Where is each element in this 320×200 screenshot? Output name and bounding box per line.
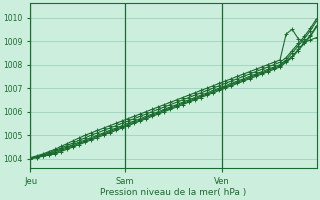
X-axis label: Pression niveau de la mer( hPa ): Pression niveau de la mer( hPa ) [100,188,247,197]
